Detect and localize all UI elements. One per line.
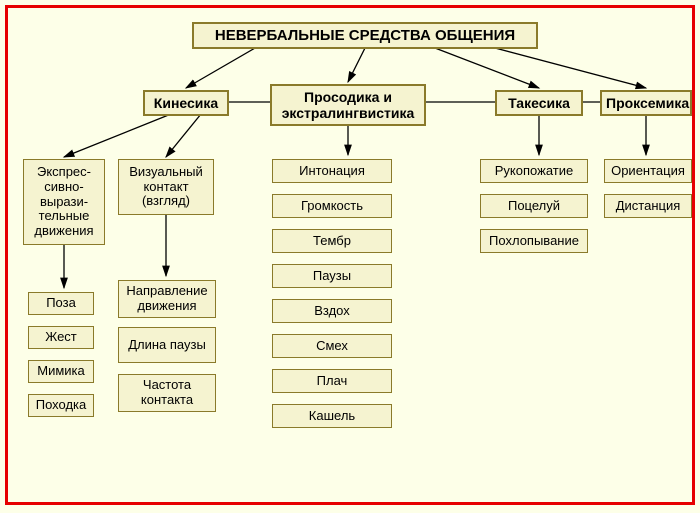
pros-leaf-6: Плач <box>272 369 392 393</box>
pros-leaf-5: Смех <box>272 334 392 358</box>
tak-leaf-0: Рукопожатие <box>480 159 588 183</box>
vis-leaf-0: Направление движения <box>118 280 216 318</box>
pros-leaf-4: Вздох <box>272 299 392 323</box>
exp-leaf-2: Мимика <box>28 360 94 383</box>
prox-leaf-1: Дистанция <box>604 194 692 218</box>
cat-kinesika: Кинесика <box>143 90 229 116</box>
prox-leaf-0: Ориентация <box>604 159 692 183</box>
pros-leaf-2: Тембр <box>272 229 392 253</box>
vis-leaf-1: Длина паузы <box>118 327 216 363</box>
sub-expressive: Экспрес-сивно-вырази-тельныедвижения <box>23 159 105 245</box>
cat-prosodika: Просодика и экстралингвистика <box>270 84 426 126</box>
vis-leaf-2: Частота контакта <box>118 374 216 412</box>
cat-proksemika: Проксемика <box>600 90 692 116</box>
pros-leaf-7: Кашель <box>272 404 392 428</box>
root-node: НЕВЕРБАЛЬНЫЕ СРЕДСТВА ОБЩЕНИЯ <box>192 22 538 49</box>
cat-takesika: Такесика <box>495 90 583 116</box>
tak-leaf-2: Похлопывание <box>480 229 588 253</box>
exp-leaf-3: Походка <box>28 394 94 417</box>
sub-visual: Визуальныйконтакт(взгляд) <box>118 159 214 215</box>
exp-leaf-0: Поза <box>28 292 94 315</box>
outer-frame <box>5 5 695 505</box>
tak-leaf-1: Поцелуй <box>480 194 588 218</box>
exp-leaf-1: Жест <box>28 326 94 349</box>
pros-leaf-1: Громкость <box>272 194 392 218</box>
pros-leaf-0: Интонация <box>272 159 392 183</box>
pros-leaf-3: Паузы <box>272 264 392 288</box>
